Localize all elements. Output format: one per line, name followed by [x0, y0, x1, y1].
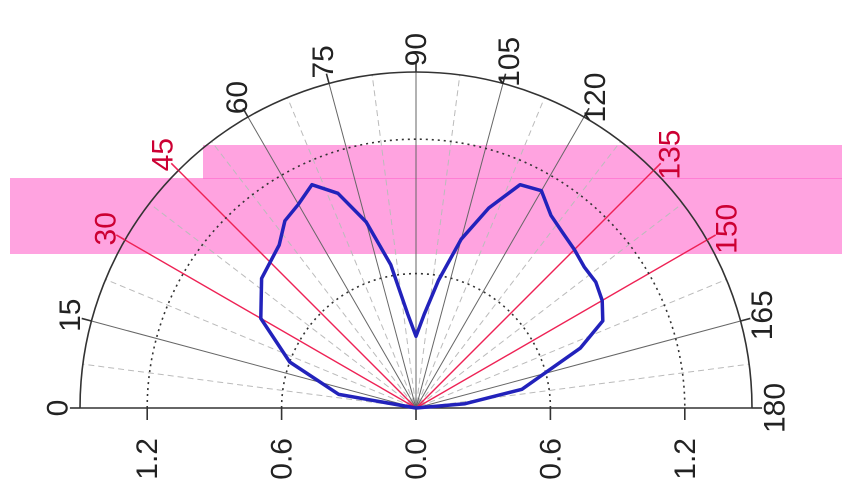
dashed-spoke [149, 203, 413, 406]
radial-tick-label: 1.2 [669, 438, 702, 480]
angle-label-75: 75 [307, 45, 340, 78]
angle-label-30: 30 [90, 212, 123, 245]
angle-label-0: 0 [42, 400, 75, 417]
angle-label-15: 15 [54, 299, 87, 332]
angle-label-135: 135 [653, 130, 686, 180]
angle-label-180: 180 [758, 383, 791, 433]
angle-label-45: 45 [147, 138, 180, 171]
dashed-spoke [371, 74, 416, 404]
spoke-135 [415, 169, 655, 409]
angle-label-105: 105 [493, 37, 526, 87]
dashed-spoke [105, 278, 413, 407]
ring-0.6 [280, 272, 552, 409]
angle-tick-75 [325, 73, 330, 84]
dashed-spoke [286, 97, 415, 405]
label-layer: 1.2 0.6 0.0 0.6 1.2 0 15 30 45 60 75 90 105 120 135 150… [42, 33, 792, 480]
angle-label-60: 60 [221, 81, 254, 114]
dashed-spoke [416, 74, 461, 404]
angle-tick-30 [115, 234, 126, 241]
radial-tick-label: 0.6 [534, 438, 567, 480]
radial-tick-label: 0.0 [400, 438, 433, 480]
spoke-75 [328, 83, 417, 409]
radial-tick-label: 0.6 [266, 438, 299, 480]
angle-label-120: 120 [579, 73, 612, 123]
spoke-30 [124, 239, 417, 409]
angle-label-150: 150 [710, 204, 743, 254]
series-layer [259, 182, 605, 410]
angle-tick-15 [81, 317, 92, 322]
spoke-15 [91, 320, 417, 409]
angle-tick-150 [706, 234, 717, 241]
angle-label-165: 165 [746, 290, 779, 340]
dashed-spoke [419, 203, 683, 406]
spoke-120 [415, 116, 585, 409]
highlight-band-layer [10, 145, 842, 254]
dashed-spoke [419, 278, 727, 407]
angle-tick-45 [170, 162, 179, 171]
spoke-60 [247, 116, 417, 409]
angle-tick-60 [242, 107, 249, 118]
angle-tick-165 [740, 317, 751, 322]
dashed-spoke [418, 141, 621, 405]
spoke-165 [415, 320, 741, 409]
dashed-spoke [82, 363, 412, 408]
angle-tick-120 [583, 107, 590, 118]
angle-tick-135 [653, 162, 662, 171]
angle-label-90: 90 [400, 33, 433, 66]
dashed-spoke [417, 97, 546, 405]
dashed-spoke [211, 141, 414, 405]
radial-tick-label: 1.2 [131, 438, 164, 480]
spoke-150 [415, 239, 708, 409]
spoke-45 [177, 169, 417, 409]
angle-tick-105 [502, 73, 507, 84]
